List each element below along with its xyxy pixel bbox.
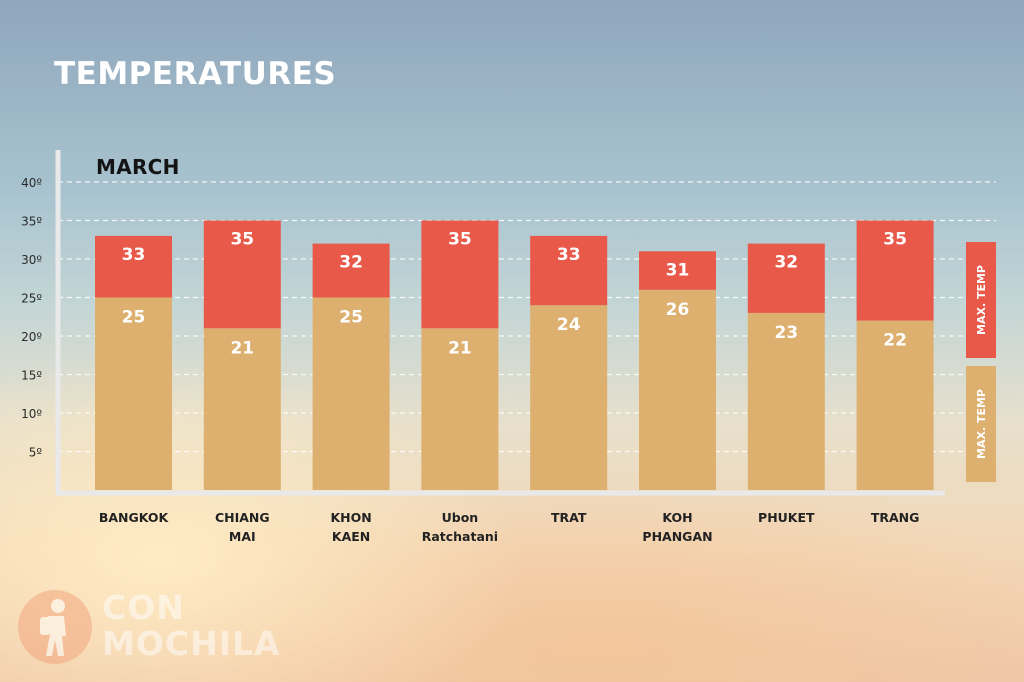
data-label-max: 32 xyxy=(774,253,798,273)
bar-max xyxy=(95,235,172,298)
bar-max xyxy=(203,220,281,329)
x-tick-label: PHUKET xyxy=(758,510,815,525)
y-tick-label: 10º xyxy=(21,407,42,421)
legend-label: MAX. TEMP xyxy=(975,265,988,335)
y-tick-label: 40º xyxy=(21,176,42,190)
data-label-min: 26 xyxy=(666,300,690,320)
logo-text-line1: CON xyxy=(102,588,185,627)
data-label-max: 32 xyxy=(339,253,363,273)
y-tick-label: 5º xyxy=(29,446,43,460)
bar-min xyxy=(312,297,390,490)
logo-watermark: CON MOCHILA xyxy=(18,588,280,668)
bar-max xyxy=(639,251,716,290)
y-tick-label: 15º xyxy=(21,369,42,383)
y-tick-label: 30º xyxy=(21,253,42,267)
y-tick-label: 25º xyxy=(21,292,42,306)
x-tick-label: CHIANG MAI xyxy=(215,510,270,544)
data-label-max: 35 xyxy=(448,230,472,250)
y-tick-label: 35º xyxy=(21,215,42,229)
x-tick-label: KOH PHANGAN xyxy=(642,510,712,544)
data-label-max: 31 xyxy=(666,260,690,280)
bar-min xyxy=(421,328,499,490)
x-tick-label: TRANG xyxy=(871,510,920,525)
data-label-min: 21 xyxy=(448,338,472,358)
data-label-max: 35 xyxy=(883,230,907,250)
bar-max xyxy=(530,235,608,306)
y-tick-label: 20º xyxy=(21,330,42,344)
bar-min xyxy=(747,312,825,490)
page-title: TEMPERATURES xyxy=(54,56,337,92)
legend-swatch xyxy=(966,242,996,358)
data-label-min: 23 xyxy=(774,323,798,343)
data-label-min: 24 xyxy=(557,315,581,335)
x-tick-label: Ubon Ratchatani xyxy=(422,510,498,544)
data-label-min: 25 xyxy=(122,308,146,328)
data-label-max: 33 xyxy=(122,245,146,265)
legend: MAX. TEMP MAX. TEMP xyxy=(966,242,996,482)
x-tick-label: KHON KAEN xyxy=(330,510,371,544)
bar-min xyxy=(203,328,281,490)
bar-max xyxy=(312,243,390,298)
legend-swatch xyxy=(966,366,996,482)
grid-lines xyxy=(58,181,996,453)
data-label-min: 21 xyxy=(230,338,254,358)
data-label-min: 25 xyxy=(339,308,363,328)
axes xyxy=(55,150,945,496)
bar-max xyxy=(747,243,825,313)
bar-min xyxy=(530,305,608,490)
bar-min xyxy=(95,297,172,490)
data-label-min: 22 xyxy=(883,331,907,351)
bars xyxy=(95,220,934,490)
bar-min xyxy=(856,320,934,490)
bar-max xyxy=(856,220,934,321)
x-tick-label: BANGKOK xyxy=(99,510,170,525)
backpacker-icon xyxy=(18,590,92,664)
labels: 40º 35º 30º 25º 20º 15º 10º 5º 33 25 BANGKOK 35 21 CH… xyxy=(21,176,919,544)
logo-text-line2: MOCHILA xyxy=(102,624,281,663)
data-label-max: 35 xyxy=(230,230,254,250)
legend-label: MAX. TEMP xyxy=(975,389,988,459)
chart-subtitle: MARCH xyxy=(96,155,180,179)
bar-max xyxy=(421,220,499,329)
data-label-max: 33 xyxy=(557,245,581,265)
bar-min xyxy=(639,289,716,490)
x-tick-label: TRAT xyxy=(551,510,587,525)
